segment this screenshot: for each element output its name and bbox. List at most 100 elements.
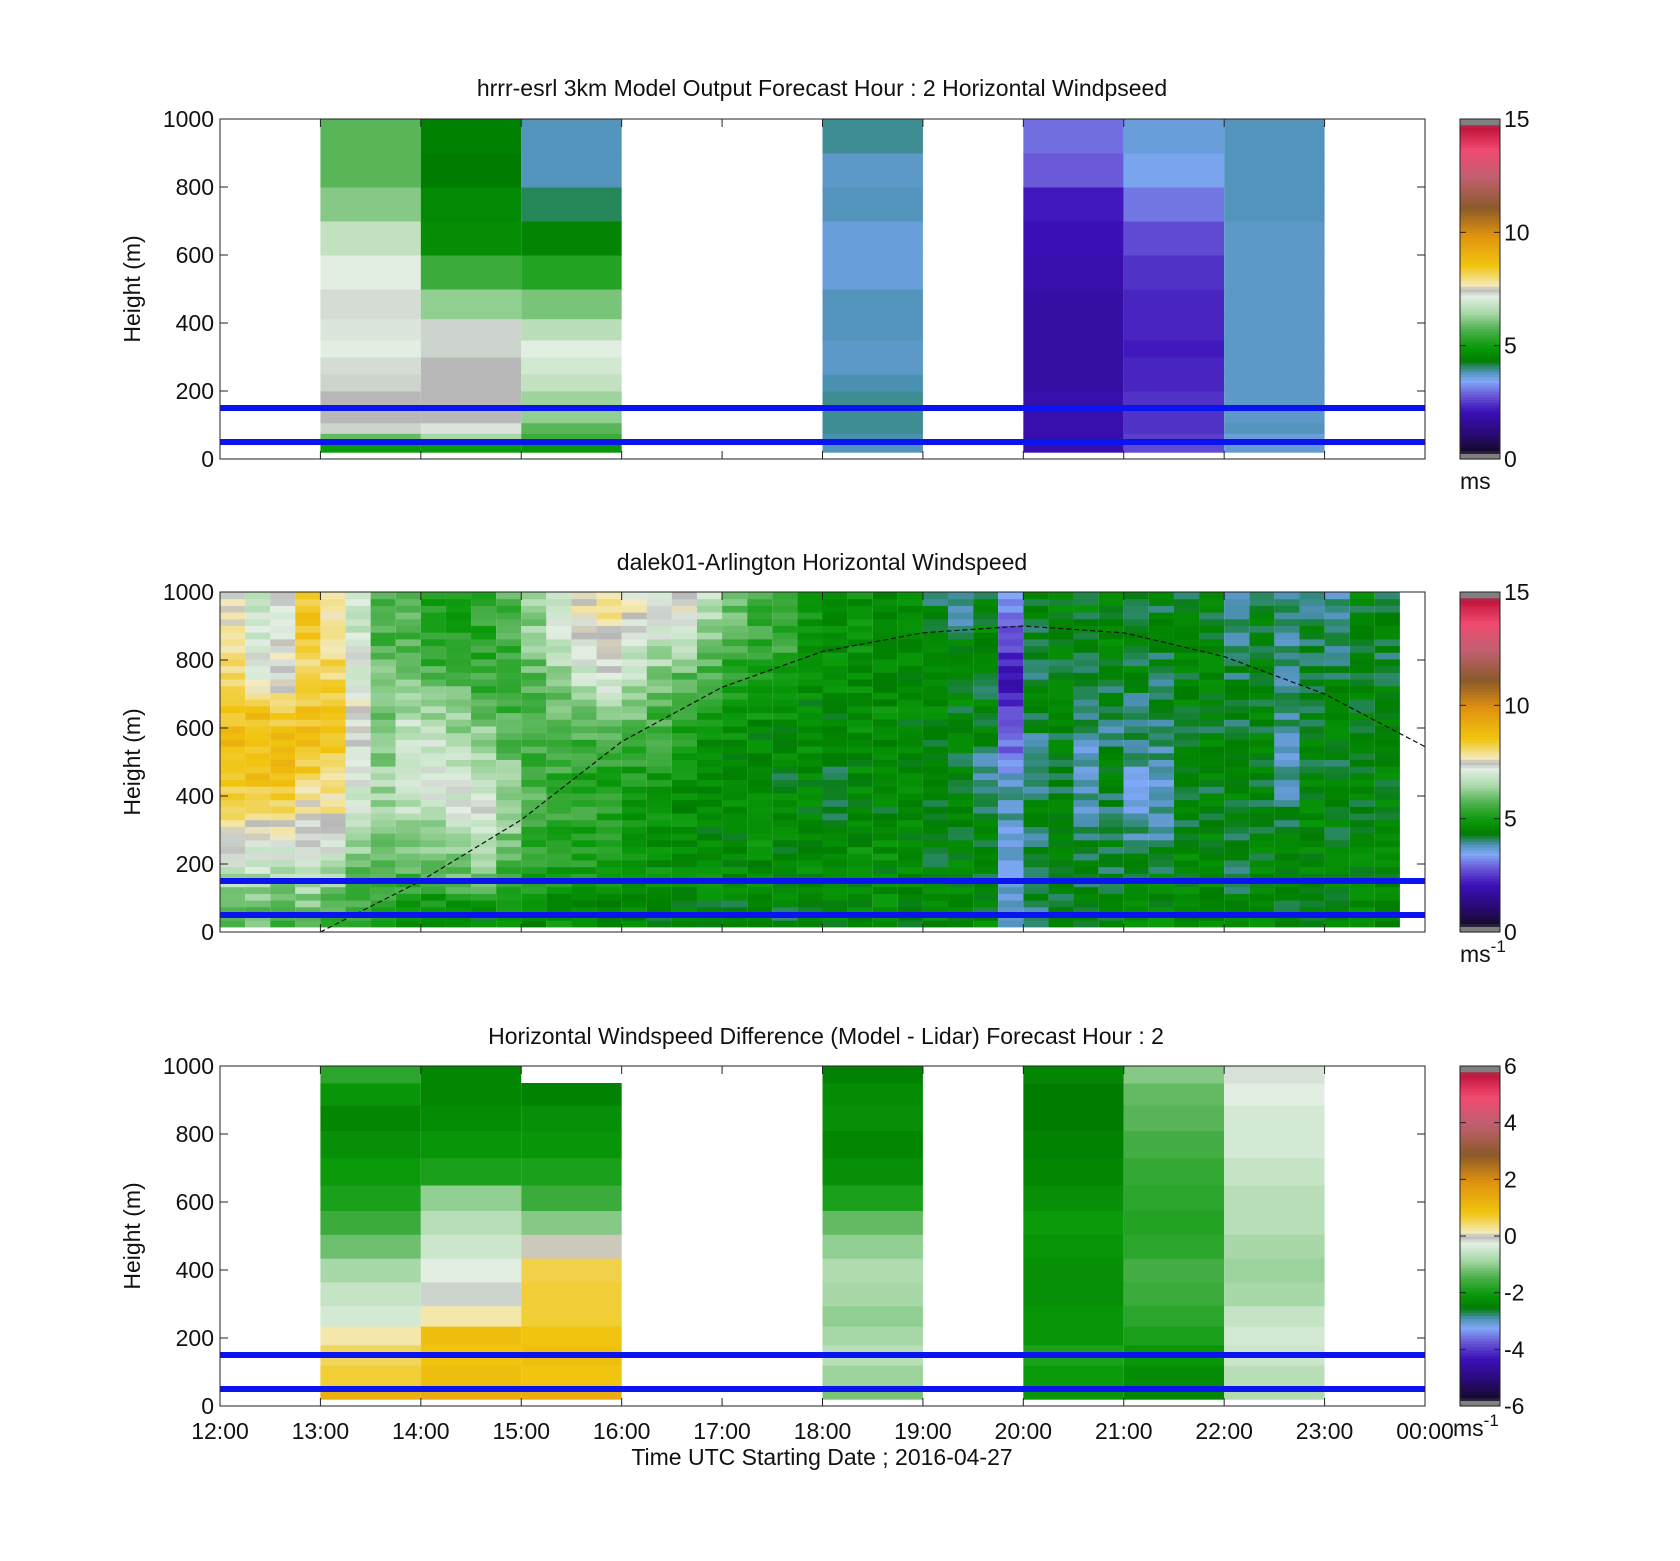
heatmap-cell [1073, 658, 1099, 667]
heatmap-cell [420, 853, 446, 861]
colorbar-swatch [1460, 172, 1500, 177]
heatmap-cell [1249, 779, 1275, 787]
heatmap-cell [445, 920, 472, 928]
heatmap-cell [345, 699, 371, 707]
heatmap-cell [1274, 699, 1300, 707]
heatmap-cell [822, 658, 848, 667]
heatmap-cell [1148, 846, 1174, 854]
heatmap-cell [822, 408, 923, 424]
heatmap-cell [1349, 618, 1375, 626]
heatmap-cell [722, 806, 748, 814]
colorbar-swatch [1460, 243, 1500, 248]
heatmap-cell [1349, 766, 1375, 774]
heatmap-cell [646, 625, 672, 633]
heatmap-cell [445, 906, 472, 915]
colorbar-swatch [1460, 835, 1500, 840]
boundary-layer-curve [320, 625, 1425, 932]
heatmap-cell [1274, 799, 1300, 807]
heatmap-cell [1249, 900, 1275, 908]
heatmap-cell [546, 739, 572, 747]
heatmap-cell [395, 692, 421, 700]
heatmap-cell [220, 665, 246, 673]
heatmap-cell [1324, 719, 1350, 727]
heatmap-cell [1123, 679, 1149, 687]
heatmap-cell [220, 712, 246, 720]
heatmap-cell [897, 612, 923, 620]
colorbar-swatch [1460, 1318, 1500, 1322]
heatmap-cell [1249, 920, 1275, 928]
heatmap-cell [445, 632, 472, 640]
heatmap-cell [370, 846, 396, 854]
colorbar-swatch [1460, 1088, 1500, 1093]
colorbar-swatch [1460, 1102, 1500, 1107]
heatmap-cell [772, 766, 798, 774]
heatmap-cell [345, 612, 371, 620]
heatmap-cell [722, 705, 748, 714]
heatmap-cell [722, 900, 748, 908]
heatmap-cell [395, 719, 421, 727]
heatmap-cell [973, 685, 999, 693]
heatmap-cell [822, 859, 848, 868]
heatmap-cell [270, 598, 296, 606]
heatmap-cell [646, 752, 672, 760]
heatmap-cell [1224, 632, 1250, 640]
heatmap-cell [345, 592, 371, 600]
heatmap-cell [420, 658, 446, 667]
heatmap-cell [420, 1258, 522, 1283]
colorbar-swatch [1460, 1094, 1500, 1098]
heatmap-cell [370, 712, 396, 720]
heatmap-cell [1123, 625, 1149, 633]
heatmap-cell [245, 839, 271, 848]
heatmap-cell [722, 799, 748, 807]
x-tick-label: 17:00 [693, 1418, 751, 1444]
heatmap-cell [471, 813, 497, 821]
heatmap-cell [546, 859, 572, 868]
colorbar-swatch [1460, 1253, 1500, 1257]
heatmap-cell [1073, 685, 1099, 693]
heatmap-cell [471, 772, 497, 781]
heatmap-cell [847, 605, 873, 613]
heatmap-cell [1048, 612, 1074, 620]
heatmap-cell [847, 833, 873, 841]
colorbar-swatch [1460, 226, 1500, 231]
colorbar-swatch [1460, 677, 1500, 681]
heatmap-cell [445, 900, 472, 908]
heatmap-cell [320, 442, 421, 453]
colorbar-swatch [1460, 1100, 1500, 1104]
heatmap-cell [1073, 725, 1099, 734]
heatmap-cell [1249, 846, 1275, 854]
heatmap-cell [822, 1066, 923, 1084]
heatmap-cell [822, 873, 848, 881]
heatmap-cell [671, 900, 697, 908]
heatmap-cell [1199, 900, 1225, 908]
heatmap-cell [1073, 766, 1099, 774]
heatmap-cell [646, 759, 672, 767]
heatmap-cell [822, 826, 848, 834]
heatmap-cell [1299, 645, 1325, 653]
heatmap-cell [1249, 612, 1275, 620]
heatmap-cell [471, 920, 497, 928]
heatmap-cell [646, 873, 672, 881]
colorbar-swatch [1460, 1312, 1500, 1316]
heatmap-cell [245, 625, 271, 633]
heatmap-cell [1098, 839, 1124, 848]
heatmap-cell [1123, 886, 1149, 894]
heatmap-cell [395, 799, 421, 807]
heatmap-cell [797, 598, 823, 606]
heatmap-cell [1123, 779, 1149, 787]
colorbar-swatch [1460, 1301, 1500, 1305]
heatmap-cell [521, 853, 547, 861]
heatmap-cell [822, 1281, 923, 1307]
heatmap-cell [546, 819, 572, 827]
heatmap-cell [320, 786, 346, 794]
heatmap-cell [345, 672, 371, 680]
heatmap-cell [998, 612, 1024, 620]
heatmap-cell [1274, 920, 1300, 928]
heatmap-cell [1249, 638, 1275, 647]
heatmap-cell [1023, 679, 1049, 687]
heatmap-cell [546, 853, 572, 861]
heatmap-cell [1023, 652, 1049, 660]
heatmap-cell [1374, 786, 1400, 794]
colorbar-swatch [1460, 300, 1500, 304]
